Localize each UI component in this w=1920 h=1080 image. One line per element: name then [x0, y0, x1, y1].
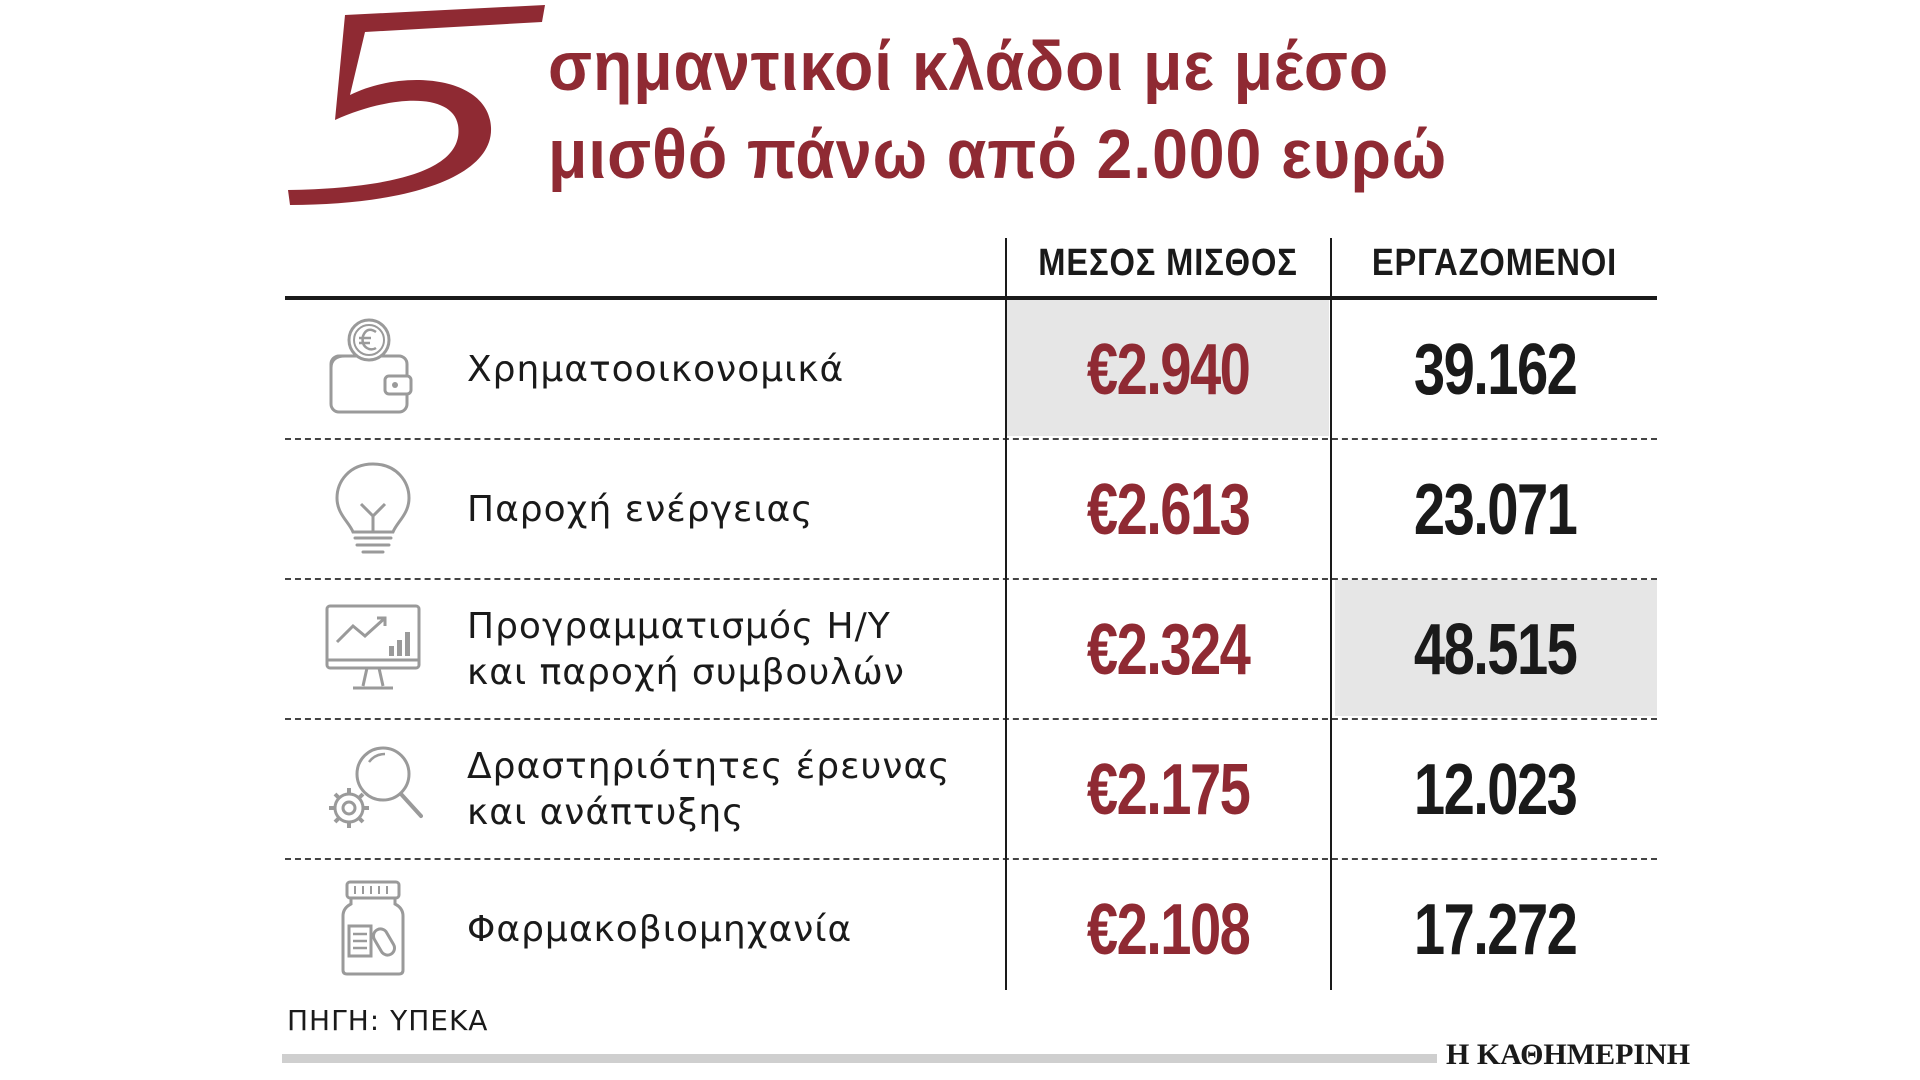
salary-value-text: €2.108: [1086, 890, 1251, 970]
magnifier-gear-icon: [329, 746, 423, 828]
header-rule: [285, 296, 1657, 300]
workers-value-text: 48.515: [1413, 610, 1578, 690]
table-row: Προγραμματισμός Η/Υ και παροχή συμβουλών…: [285, 580, 1657, 720]
sector-label: Προγραμματισμός Η/Υ και παροχή συμβουλών: [467, 580, 1027, 720]
salary-value: €2.940: [1007, 300, 1329, 440]
table-row: Δραστηριότητες έρευνας και ανάπτυξης €2.1…: [285, 720, 1657, 860]
row-separator: [285, 858, 1657, 860]
salary-value: €2.613: [1007, 440, 1329, 580]
sector-label-text: Φαρμακοβιομηχανία: [467, 909, 853, 950]
salary-value: €2.324: [1007, 580, 1329, 720]
footer-bar: [282, 1054, 1437, 1063]
workers-value-text: 23.071: [1413, 470, 1578, 550]
title-line-2: μισθό πάνω από 2.000 ευρώ: [548, 115, 1448, 193]
row-separator: [285, 718, 1657, 720]
monitor-chart-icon: [325, 604, 421, 690]
workers-value: 48.515: [1333, 580, 1657, 720]
workers-value-text: 17.272: [1413, 890, 1578, 970]
table-row: Παροχή ενέργειας €2.613 23.071: [285, 440, 1657, 580]
sector-label: Χρηματοοικονομικά: [467, 300, 1027, 440]
workers-value-text: 12.023: [1413, 750, 1578, 830]
workers-value: 12.023: [1333, 720, 1657, 860]
source-note: ΠΗΓΗ: ΥΠΕΚΑ: [287, 1004, 489, 1037]
pill-bottle-icon: [341, 880, 405, 976]
salary-value-text: €2.613: [1086, 470, 1251, 550]
big-five-graphic: [288, 5, 545, 205]
sector-label-text: Χρηματοοικονομικά: [467, 349, 845, 390]
page-title: σημαντικοί κλάδοι με μέσο μισθό πάνω από…: [548, 22, 1560, 198]
workers-value: 39.162: [1333, 300, 1657, 440]
sector-label: Δραστηριότητες έρευνας και ανάπτυξης: [467, 720, 1027, 860]
salary-value-text: €2.324: [1086, 610, 1251, 690]
sector-label-text: Δραστηριότητες έρευνας και ανάπτυξης: [467, 746, 951, 833]
column-header-workers: ΕΡΓΑΖΟΜΕΝΟΙ: [1371, 242, 1618, 284]
row-separator: [285, 578, 1657, 580]
cell-highlight: [1335, 580, 1657, 716]
publisher-logo: Η ΚΑΘΗΜΕΡΙΝΗ: [1446, 1038, 1691, 1071]
salary-value: €2.108: [1007, 860, 1329, 1000]
table-row: Χρηματοοικονομικά €2.940 39.162: [285, 300, 1657, 440]
sector-label-text: Παροχή ενέργειας: [467, 489, 814, 530]
cell-highlight: [1007, 300, 1329, 436]
workers-value-text: 39.162: [1413, 330, 1578, 410]
sector-label-text: Προγραμματισμός Η/Υ και παροχή συμβουλών: [467, 606, 905, 693]
title-line-1: σημαντικοί κλάδοι με μέσο: [548, 27, 1390, 105]
salary-value-text: €2.940: [1086, 330, 1251, 410]
column-divider-1: [1005, 238, 1007, 990]
workers-value: 23.071: [1333, 440, 1657, 580]
table-row: Φαρμακοβιομηχανία €2.108 17.272: [285, 860, 1657, 1000]
row-separator: [285, 438, 1657, 440]
column-header-salary: ΜΕΣΟΣ ΜΙΣΘΟΣ: [1038, 242, 1298, 284]
salary-value: €2.175: [1007, 720, 1329, 860]
column-divider-2: [1330, 238, 1332, 990]
wallet-euro-icon: [329, 318, 413, 414]
lightbulb-icon: [335, 462, 411, 554]
sector-label: Παροχή ενέργειας: [467, 440, 1027, 580]
sector-label: Φαρμακοβιομηχανία: [467, 860, 1027, 1000]
workers-value: 17.272: [1333, 860, 1657, 1000]
salary-value-text: €2.175: [1086, 750, 1251, 830]
